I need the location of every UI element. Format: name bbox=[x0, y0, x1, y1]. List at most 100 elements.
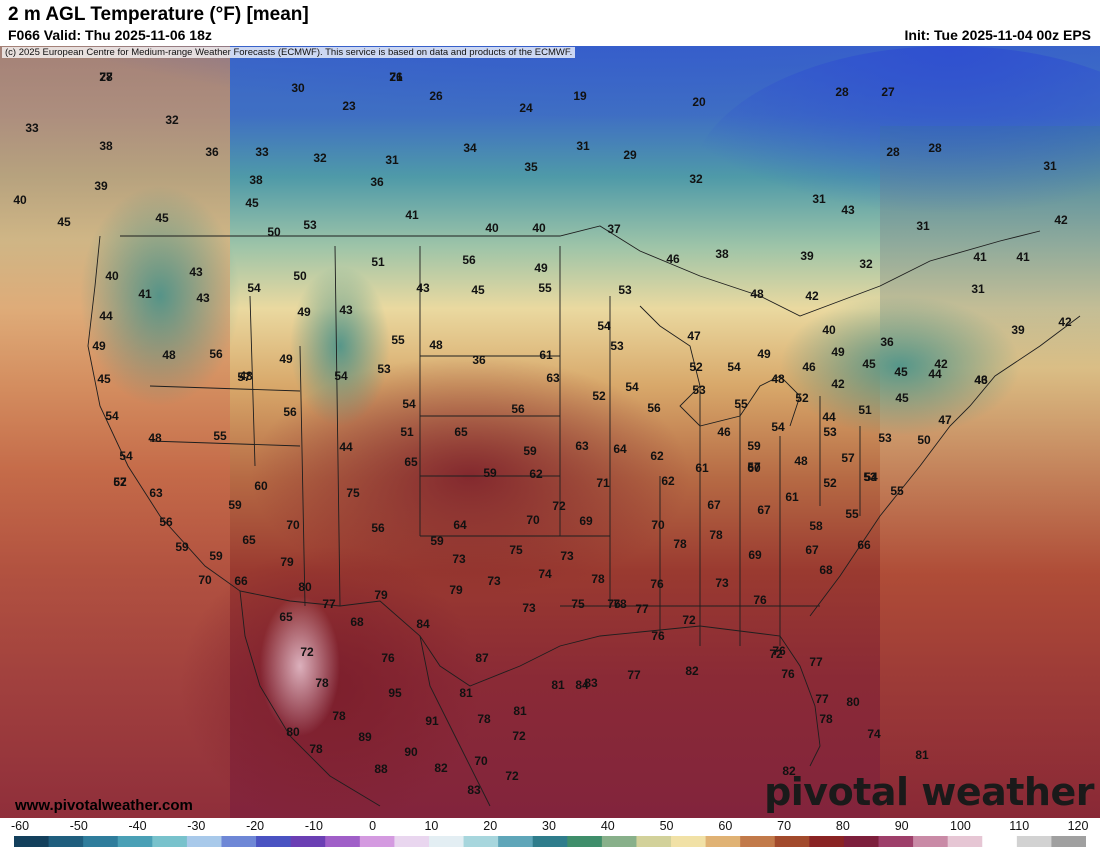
temperature-value: 38 bbox=[99, 139, 113, 153]
temperature-value: 57 bbox=[113, 475, 127, 489]
website-link[interactable]: www.pivotalweather.com bbox=[15, 797, 193, 814]
temperature-value: 40 bbox=[105, 269, 119, 283]
temperature-map[interactable]: 27 21 30 26 24 19 20 28 27 33 32 23 31 29 28 28 31 38 36 33… bbox=[0, 46, 1100, 818]
colorbar-swatch bbox=[705, 836, 741, 847]
colorbar-swatch bbox=[843, 836, 880, 847]
temperature-value: 65 bbox=[454, 425, 468, 439]
temperature-value: 55 bbox=[538, 281, 552, 295]
temperature-value: 72 bbox=[552, 499, 566, 513]
temperature-value: 75 bbox=[571, 597, 585, 611]
temperature-value: 27 bbox=[99, 70, 113, 84]
colorbar-swatch bbox=[982, 836, 1018, 847]
temperature-value: 77 bbox=[635, 602, 649, 616]
baja-coast bbox=[239, 590, 381, 807]
colorbar-swatch bbox=[83, 836, 119, 847]
colorbar-tick-label: -10 bbox=[304, 819, 323, 833]
cool-northeast bbox=[780, 296, 1020, 436]
temperature-value: 43 bbox=[416, 281, 430, 295]
temperature-value: 69 bbox=[748, 548, 762, 562]
temperature-value: 45 bbox=[155, 211, 169, 225]
temperature-value: 60 bbox=[254, 479, 268, 493]
temperature-value: 54 bbox=[247, 281, 261, 295]
temperature-value: 27 bbox=[881, 85, 895, 99]
temperature-value: 55 bbox=[845, 507, 859, 521]
temperature-value: 31 bbox=[916, 219, 930, 233]
temperature-value: 70 bbox=[198, 573, 212, 587]
colorbar-tick-label: 100 bbox=[950, 819, 971, 833]
colorbar-swatch bbox=[671, 836, 707, 847]
colorbar-swatch bbox=[463, 836, 499, 847]
temperature-value: 31 bbox=[576, 139, 590, 153]
temperature-value: 48 bbox=[794, 454, 808, 468]
temperature-value: 73 bbox=[715, 576, 729, 590]
temperature-value: 54 bbox=[402, 397, 416, 411]
temperature-value: 57 bbox=[747, 460, 761, 474]
temperature-value: 37 bbox=[607, 222, 621, 236]
temperature-value: 70 bbox=[651, 518, 665, 532]
temperature-value: 61 bbox=[695, 461, 709, 475]
temperature-value: 48 bbox=[750, 287, 764, 301]
temperature-value: 49 bbox=[297, 305, 311, 319]
temperature-value: 49 bbox=[279, 352, 293, 366]
temperature-value: 64 bbox=[613, 442, 627, 456]
political-boundaries bbox=[87, 225, 1081, 807]
temperature-value: 47 bbox=[687, 329, 701, 343]
temperature-value: 32 bbox=[165, 113, 179, 127]
temperature-value: 34 bbox=[463, 141, 477, 155]
temperature-value: 76 bbox=[389, 70, 403, 84]
temperature-value: 56 bbox=[159, 515, 173, 529]
temperature-value: 66 bbox=[234, 574, 248, 588]
colorbar-swatch bbox=[567, 836, 603, 847]
temperature-value: 53 bbox=[823, 425, 837, 439]
temperature-value: 69 bbox=[579, 514, 593, 528]
temperature-value: 29 bbox=[623, 148, 637, 162]
temperature-value: 53 bbox=[377, 362, 391, 376]
temperature-value: 67 bbox=[707, 498, 721, 512]
temperature-value: 21 bbox=[389, 70, 403, 84]
temperature-value: 42 bbox=[1058, 315, 1072, 329]
temperature-value: 41 bbox=[138, 287, 152, 301]
temperature-value: 45 bbox=[895, 391, 909, 405]
temperature-value: 26 bbox=[429, 89, 443, 103]
temperature-value: 59 bbox=[483, 466, 497, 480]
temperature-value: 62 bbox=[650, 449, 664, 463]
temperature-value: 76 bbox=[650, 577, 664, 591]
temperature-value: 74 bbox=[538, 567, 552, 581]
temperature-value: 64 bbox=[453, 518, 467, 532]
temperature-value: 63 bbox=[546, 371, 560, 385]
temperature-value: 89 bbox=[358, 730, 372, 744]
temperature-value: 30 bbox=[291, 81, 305, 95]
temperature-value: 52 bbox=[689, 360, 703, 374]
temperature-value: 66 bbox=[857, 538, 871, 552]
colorbar-swatch bbox=[394, 836, 430, 847]
temperature-value: 81 bbox=[915, 748, 929, 762]
temperature-value: 43 bbox=[339, 303, 353, 317]
temperature-value: 76 bbox=[381, 651, 395, 665]
temperature-value: 46 bbox=[974, 373, 988, 387]
temperature-value: 54 bbox=[864, 470, 878, 484]
temperature-value: 65 bbox=[242, 533, 256, 547]
colorbar-swatch bbox=[290, 836, 326, 847]
temperature-value: 75 bbox=[346, 486, 360, 500]
temperature-value: 52 bbox=[592, 389, 606, 403]
temperature-value: 78 bbox=[591, 572, 605, 586]
temperature-value: 65 bbox=[279, 610, 293, 624]
temperature-value: 82 bbox=[782, 764, 796, 778]
temperature-value: 54 bbox=[727, 360, 741, 374]
temperature-value: 56 bbox=[371, 521, 385, 535]
temperature-value: 51 bbox=[371, 255, 385, 269]
temperature-value: 76 bbox=[753, 593, 767, 607]
temperature-value: 78 bbox=[332, 709, 346, 723]
cool-northwest bbox=[80, 186, 240, 406]
temperature-value: 28 bbox=[928, 141, 942, 155]
temperature-value: 72 bbox=[300, 645, 314, 659]
temperature-value: 55 bbox=[213, 429, 227, 443]
temperature-value: 48 bbox=[148, 431, 162, 445]
temperature-value: 44 bbox=[339, 440, 353, 454]
temperature-value: 48 bbox=[771, 372, 785, 386]
map-canvas: 27 21 30 26 24 19 20 28 27 33 32 23 31 29 28 28 31 38 36 33… bbox=[0, 46, 1100, 818]
temperature-value: 55 bbox=[391, 333, 405, 347]
temperature-value: 32 bbox=[859, 257, 873, 271]
temperature-labels: 27 21 30 26 24 19 20 28 27 33 32 23 31 29 28 28 31 38 36 33… bbox=[13, 70, 1072, 797]
colorbar-swatch bbox=[221, 836, 257, 847]
